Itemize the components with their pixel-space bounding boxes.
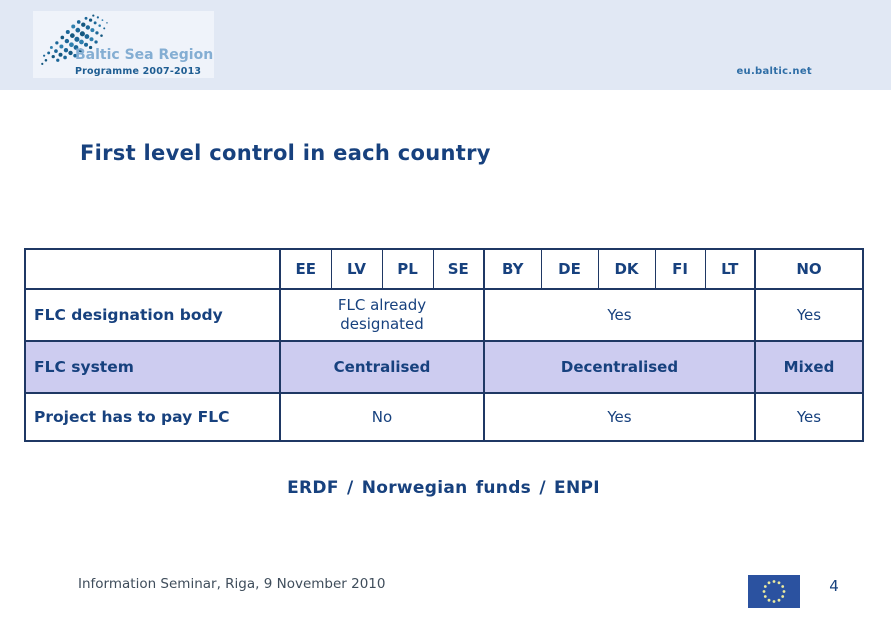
col-header-se: SE <box>432 248 485 290</box>
footer-text: Information Seminar, Riga, 9 November 20… <box>78 576 386 592</box>
table-corner-cell <box>24 248 281 290</box>
table-cell: Yes <box>483 288 756 342</box>
col-header-dk: DK <box>597 248 656 290</box>
col-header-lv: LV <box>330 248 383 290</box>
row-label-flc-designation-body: FLC designation body <box>24 288 281 342</box>
table-row: FLC system Centralised Decentralised Mix… <box>24 340 864 394</box>
logo-dots-swoosh-icon <box>41 14 108 65</box>
table-cell: Centralised <box>279 340 485 394</box>
table-cell: Mixed <box>754 340 864 394</box>
col-header-de: DE <box>540 248 599 290</box>
flc-table: EE LV PL SE BY DE DK FI LT NO FLC design… <box>24 248 864 442</box>
table-cell: Yes <box>754 392 864 442</box>
table-row: FLC designation body FLC already designa… <box>24 288 864 342</box>
table-cell: Yes <box>754 288 864 342</box>
col-header-pl: PL <box>381 248 434 290</box>
col-header-lt: LT <box>704 248 756 290</box>
eu-flag-icon <box>748 575 800 608</box>
table-cell: FLC already designated <box>279 288 485 342</box>
col-header-no: NO <box>754 248 864 290</box>
table-cell: No <box>279 392 485 442</box>
page-title: First level control in each country <box>80 141 491 165</box>
logo-subtitle: Programme 2007-2013 <box>75 66 202 77</box>
logo: Baltic Sea Region Programme 2007-2013 <box>33 11 214 78</box>
col-header-fi: FI <box>654 248 706 290</box>
logo-title: Baltic Sea Region <box>75 47 214 63</box>
row-label-flc-system: FLC system <box>24 340 281 394</box>
table-row: Project has to pay FLC No Yes Yes <box>24 392 864 442</box>
row-label-project-has-to-pay-flc: Project has to pay FLC <box>24 392 281 442</box>
header-band: Baltic Sea Region Programme 2007-2013 eu… <box>0 0 891 90</box>
table-cell: Yes <box>483 392 756 442</box>
funds-caption: ERDF / Norwegian funds / ENPI <box>287 478 600 498</box>
col-header-ee: EE <box>279 248 332 290</box>
table-cell: Decentralised <box>483 340 756 394</box>
website-text: eu.baltic.net <box>736 66 812 77</box>
col-header-by: BY <box>483 248 542 290</box>
table-header-row: EE LV PL SE BY DE DK FI LT NO <box>24 248 864 290</box>
page-number: 4 <box>829 577 839 595</box>
